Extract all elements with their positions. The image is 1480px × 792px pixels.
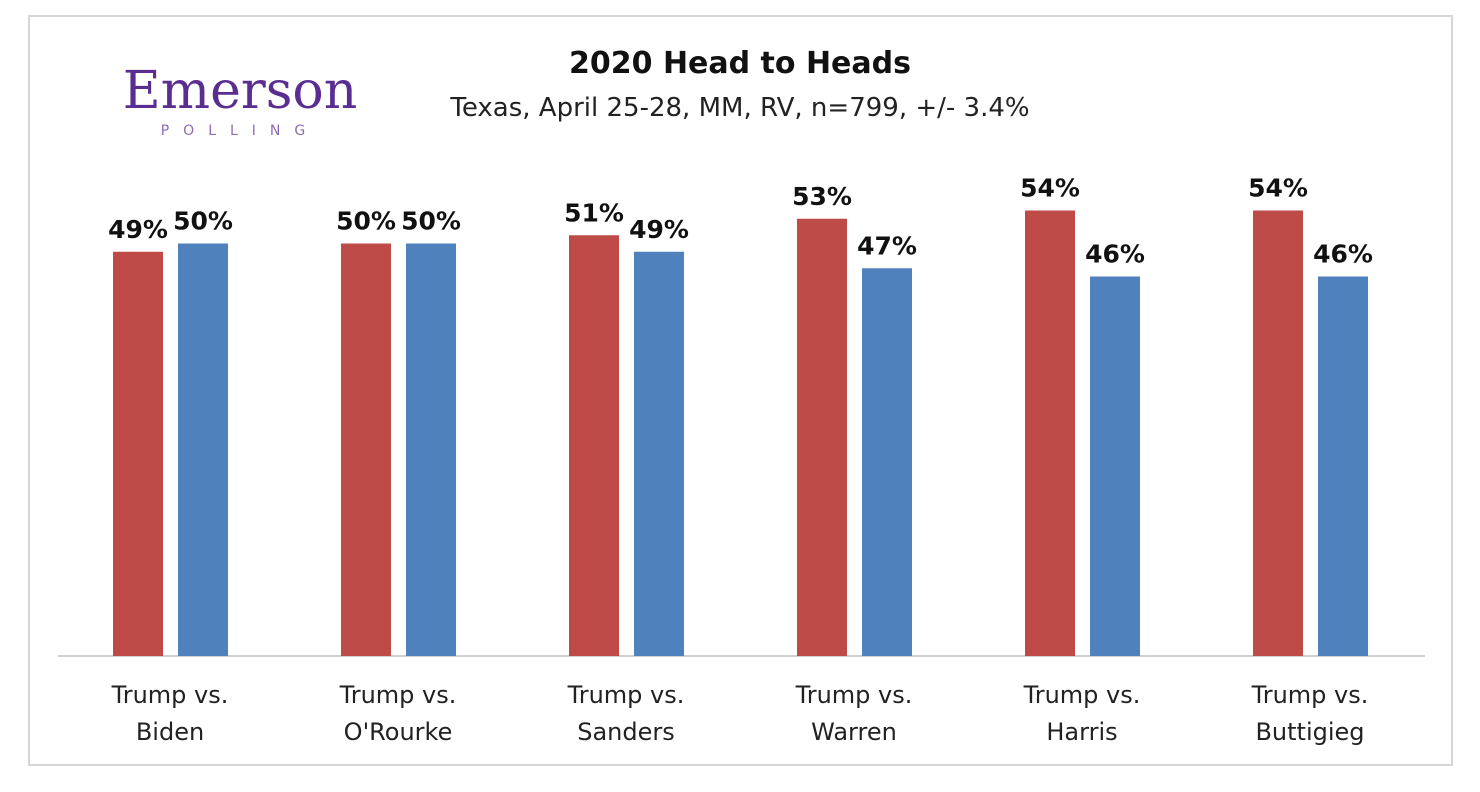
bar (569, 235, 619, 656)
chart-frame (28, 15, 1453, 766)
x-tick-label: Trump vs. Buttigieg (1251, 681, 1369, 746)
value-label: 49% (108, 215, 168, 244)
bar (1318, 276, 1368, 656)
value-label: 50% (336, 207, 396, 236)
bar (634, 251, 684, 656)
value-label: 51% (564, 198, 624, 227)
value-label: 50% (401, 207, 461, 236)
x-tick-label: Trump vs. Harris (1023, 681, 1141, 746)
value-label: 50% (173, 207, 233, 236)
value-label: 49% (629, 215, 689, 244)
bar (1253, 210, 1303, 656)
bar (113, 251, 163, 656)
x-tick-label: Trump vs. Sanders (567, 681, 685, 746)
value-label: 54% (1248, 174, 1308, 203)
chart-subtitle: Texas, April 25-28, MM, RV, n=799, +/- 3… (449, 93, 1029, 123)
value-label: 46% (1085, 240, 1145, 269)
value-label: 54% (1020, 174, 1080, 203)
bar (1025, 210, 1075, 656)
bar (178, 243, 228, 656)
bar (862, 268, 912, 656)
value-label: 46% (1313, 240, 1373, 269)
bar (797, 218, 847, 656)
logo-tagline: POLLING (161, 123, 320, 139)
x-tick-label: Trump vs. Warren (795, 681, 913, 746)
bar (1090, 276, 1140, 656)
value-label: 47% (857, 231, 917, 260)
bar (341, 243, 391, 656)
x-tick-label: Trump vs. O'Rourke (339, 681, 457, 746)
logo-name: Emerson (123, 61, 357, 121)
bar (406, 243, 456, 656)
x-tick-label: Trump vs. Biden (111, 681, 229, 746)
value-label: 53% (792, 182, 852, 211)
chart-title: 2020 Head to Heads (569, 46, 911, 81)
